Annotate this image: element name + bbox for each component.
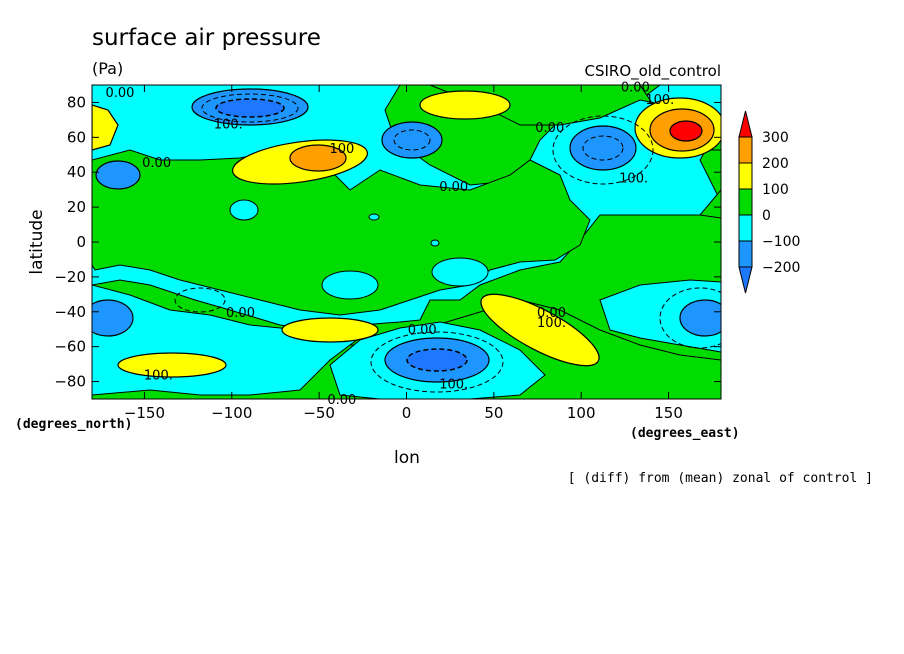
y-axis-title: latitude <box>27 209 47 274</box>
low-north-pacific-west-core <box>215 98 285 118</box>
low-south-atlantic-core <box>406 348 468 372</box>
contour-dashed-3 <box>582 135 624 161</box>
contour-dashed-2 <box>393 129 431 151</box>
colorbar-swatch <box>738 240 753 268</box>
low-south-east-edge <box>679 299 721 337</box>
contour-label: 0.00 <box>537 306 566 321</box>
y-tick-label: 60 <box>67 128 86 146</box>
x-tick-label: 50 <box>484 404 503 422</box>
x-tick-label: 150 <box>654 404 683 422</box>
y-tick-label: −20 <box>54 268 86 286</box>
units-label: (Pa) <box>92 59 123 78</box>
contour-label: 0.00 <box>327 393 356 408</box>
plot-area <box>92 85 721 399</box>
high-south-east <box>480 293 600 367</box>
cyan-patch-3 <box>431 257 489 287</box>
y-tick-label: 0 <box>76 233 86 251</box>
x-tick-label: −100 <box>211 404 252 422</box>
colorbar-label: −200 <box>762 260 800 276</box>
contour-label: 0.00 <box>439 180 468 195</box>
low-south-west-edge <box>92 299 134 337</box>
contour-dashed-6 <box>174 287 226 313</box>
y-tick-label: −40 <box>54 303 86 321</box>
colorbar-label: 200 <box>762 156 789 172</box>
high-north-atlantic-west-core <box>289 144 347 172</box>
contour-label: 100. <box>537 316 566 331</box>
y-tick-label: −80 <box>54 373 86 391</box>
cyan-patch-5 <box>368 213 380 221</box>
contour-dashed-4 <box>552 115 654 185</box>
colorbar-label: 0 <box>762 208 771 224</box>
colorbar-label: 100 <box>762 182 789 198</box>
cyan-patch-4 <box>430 239 440 247</box>
y-tick-label: 20 <box>67 198 86 216</box>
contour-label: 100. <box>214 117 243 132</box>
contour-dashed-1 <box>201 93 299 123</box>
colorbar-top-triangle <box>738 110 753 138</box>
colorbar-swatch <box>738 162 753 190</box>
colorbar-swatch <box>738 188 753 216</box>
contour-label: 100 <box>329 142 354 157</box>
contour-label: 100. <box>645 93 674 108</box>
contour-dashed-5 <box>370 331 504 393</box>
colorbar-swatch <box>738 136 753 164</box>
x-tick-label: 0 <box>402 404 412 422</box>
y-tick-label: 40 <box>67 163 86 181</box>
contour-label: 0.00 <box>408 323 437 338</box>
x-axis-title: lon <box>394 448 420 468</box>
contour-labels: 0.00100.0.001000.000.000.00100.100.0.000… <box>105 81 674 408</box>
dataset-label: CSIRO_old_control <box>584 62 721 81</box>
colorbar-label: 300 <box>762 130 789 146</box>
contour-label: 0.00 <box>226 306 255 321</box>
high-south-west <box>117 352 227 378</box>
low-north-atlantic <box>381 121 443 159</box>
y-tick-label: 80 <box>67 93 86 111</box>
cyan-patch-2 <box>321 270 379 300</box>
x-tick-label: −150 <box>124 404 165 422</box>
high-north-west-edge <box>92 104 119 151</box>
contour-label: 0.00 <box>535 121 564 136</box>
contour-label: 0.00 <box>621 81 650 96</box>
x-tick-label: −50 <box>303 404 335 422</box>
x-tick-label: 100 <box>567 404 596 422</box>
colorbar: 300 200 100 0 −100 −200 <box>738 110 800 294</box>
x-units-label: (degrees_east) <box>630 426 740 441</box>
colorbar-swatch <box>738 214 753 242</box>
colorbar-label: −100 <box>762 234 800 250</box>
low-north-east <box>569 125 637 171</box>
colorbar-bottom-triangle <box>738 266 753 294</box>
low-north-west-edge <box>95 160 141 190</box>
y-tick-label: −60 <box>54 338 86 356</box>
contour-label: 0.00 <box>142 156 171 171</box>
contour-label: 100. <box>439 377 468 392</box>
contour-label: 100. <box>144 369 173 384</box>
y-units-label: (degrees_north) <box>15 417 132 432</box>
axes: −150 −100 −50 0 50 100 150 80 60 40 20 0 −20 −40 −60 −8… <box>54 85 721 422</box>
high-north-east-core <box>669 120 703 142</box>
footnote: [ (diff) from (mean) zonal of control ] <box>568 471 873 486</box>
high-south-center <box>281 317 379 343</box>
high-north-center <box>419 90 511 120</box>
cyan-patch-1 <box>229 199 259 221</box>
chart-title: surface air pressure <box>92 25 321 51</box>
contour-label: 100. <box>619 171 648 186</box>
contour-label: 0.00 <box>105 86 134 101</box>
